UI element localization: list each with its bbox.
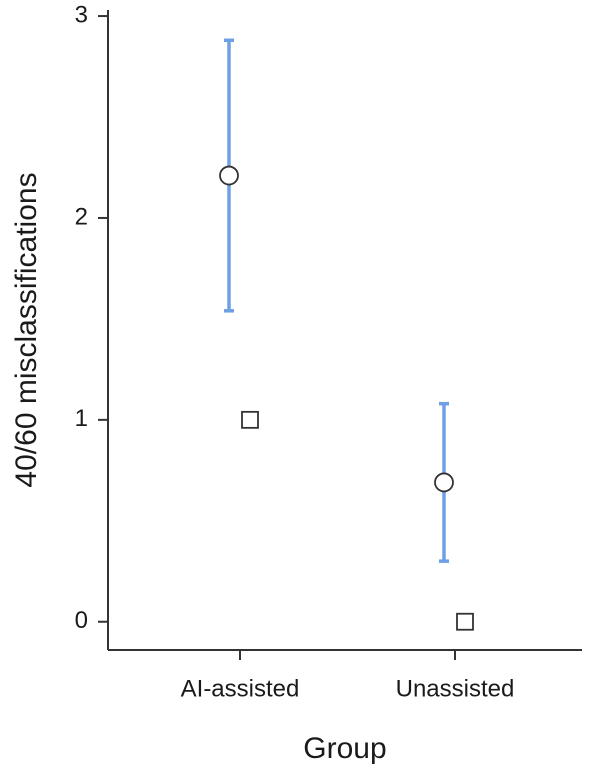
mean-marker (219, 165, 239, 186)
y-tick-label: 1 (75, 405, 88, 432)
x-tick-label: AI-assisted (181, 675, 300, 702)
y-tick-label: 2 (75, 203, 88, 230)
x-axis-title: Group (303, 732, 386, 765)
y-tick-label: 3 (75, 1, 88, 28)
y-axis-title: 40/60 misclassifications (10, 172, 43, 487)
x-tick-label: Unassisted (396, 675, 515, 702)
mean-marker (434, 472, 454, 493)
y-tick-label: 0 (75, 607, 88, 634)
median-marker (456, 612, 474, 631)
median-marker (241, 410, 259, 429)
